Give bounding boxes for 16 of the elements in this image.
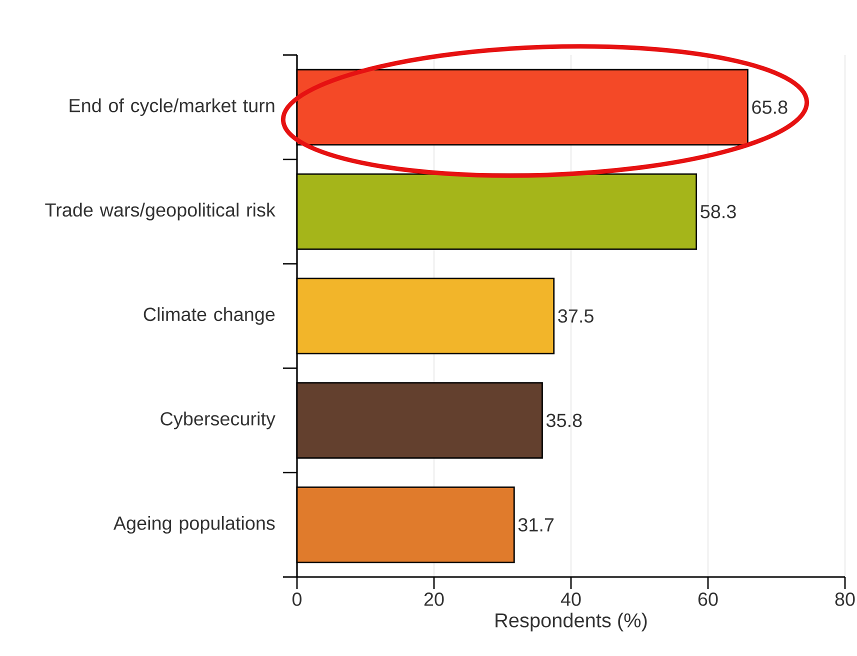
y-tick-label: Ageing populations xyxy=(113,516,275,534)
x-tick-label: 0 xyxy=(292,592,302,606)
data-label: 65.8 xyxy=(752,100,788,114)
data-label: 31.7 xyxy=(518,518,554,532)
y-tick-label: Climate change xyxy=(144,307,275,325)
x-tick-label: 80 xyxy=(835,592,855,606)
y-tick-label: Trade wars/geopolitical risk xyxy=(45,202,276,220)
y-tick-label: End of cycle/market turn xyxy=(70,98,274,116)
data-label: 58.3 xyxy=(700,204,736,218)
x-tick-label: 60 xyxy=(698,592,718,606)
data-label: 35.8 xyxy=(546,414,582,428)
y-tick-label: Cybersecurity xyxy=(160,412,276,430)
x-tick-label: 40 xyxy=(560,592,581,606)
x-axis-title: Respondents (%) xyxy=(496,612,647,632)
x-tick-label: 20 xyxy=(424,592,444,606)
data-label: 37.5 xyxy=(558,309,594,323)
